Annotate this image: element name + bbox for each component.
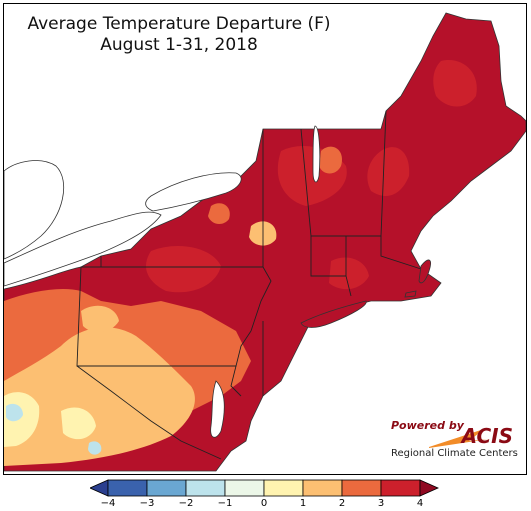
legend-arrow-low bbox=[90, 479, 109, 497]
legend-bin bbox=[263, 479, 304, 497]
band-1-2 bbox=[4, 221, 277, 466]
logo-powered-by: Powered by bbox=[391, 419, 464, 432]
map-title: Average Temperature Departure (F) bbox=[27, 14, 331, 34]
lake-erie bbox=[4, 211, 162, 287]
coast-features bbox=[300, 259, 431, 328]
legend-tick-label: 0 bbox=[260, 498, 268, 509]
legend-bin bbox=[341, 479, 382, 497]
acis-logo: Powered by ACIS Regional Climate Centers bbox=[389, 419, 519, 464]
logo-acis-name: ACIS bbox=[461, 424, 513, 448]
legend-tick-label: −2 bbox=[178, 498, 194, 509]
legend-bin bbox=[224, 479, 265, 497]
legend-bin bbox=[380, 479, 421, 497]
legend-bin bbox=[107, 479, 148, 497]
map-frame: Average Temperature Departure (F) August… bbox=[3, 3, 527, 475]
legend-tick-label: −4 bbox=[100, 498, 116, 509]
map-subtitle: August 1-31, 2018 bbox=[100, 35, 258, 55]
legend-arrow-high bbox=[419, 479, 439, 497]
logo-org: Regional Climate Centers bbox=[391, 448, 518, 459]
band-3-4 bbox=[146, 60, 477, 293]
legend-tick-label: −1 bbox=[217, 498, 233, 509]
legend-bin bbox=[146, 479, 187, 497]
legend-tick-label: 2 bbox=[338, 498, 346, 509]
legend-tick-label: 3 bbox=[377, 498, 385, 509]
chesapeake bbox=[210, 380, 225, 438]
temperature-departure-map bbox=[4, 12, 526, 472]
lakes bbox=[4, 125, 321, 287]
lake-huron bbox=[4, 160, 64, 260]
legend-tick-label: −3 bbox=[139, 498, 155, 509]
lake-champlain bbox=[312, 125, 321, 183]
legend-bin bbox=[302, 479, 343, 497]
cape-cod bbox=[418, 259, 431, 284]
legend-tick-label: 1 bbox=[299, 498, 307, 509]
legend-bin bbox=[185, 479, 226, 497]
state-boundaries bbox=[76, 110, 422, 460]
logo-swoosh-icon bbox=[429, 429, 489, 448]
legend-tick-label: 4 bbox=[416, 498, 424, 509]
legend-colorbar bbox=[90, 479, 439, 497]
lake-ontario bbox=[145, 172, 242, 212]
band-cool bbox=[6, 403, 102, 455]
long-island bbox=[300, 300, 367, 328]
marthas-vineyard bbox=[404, 290, 417, 298]
